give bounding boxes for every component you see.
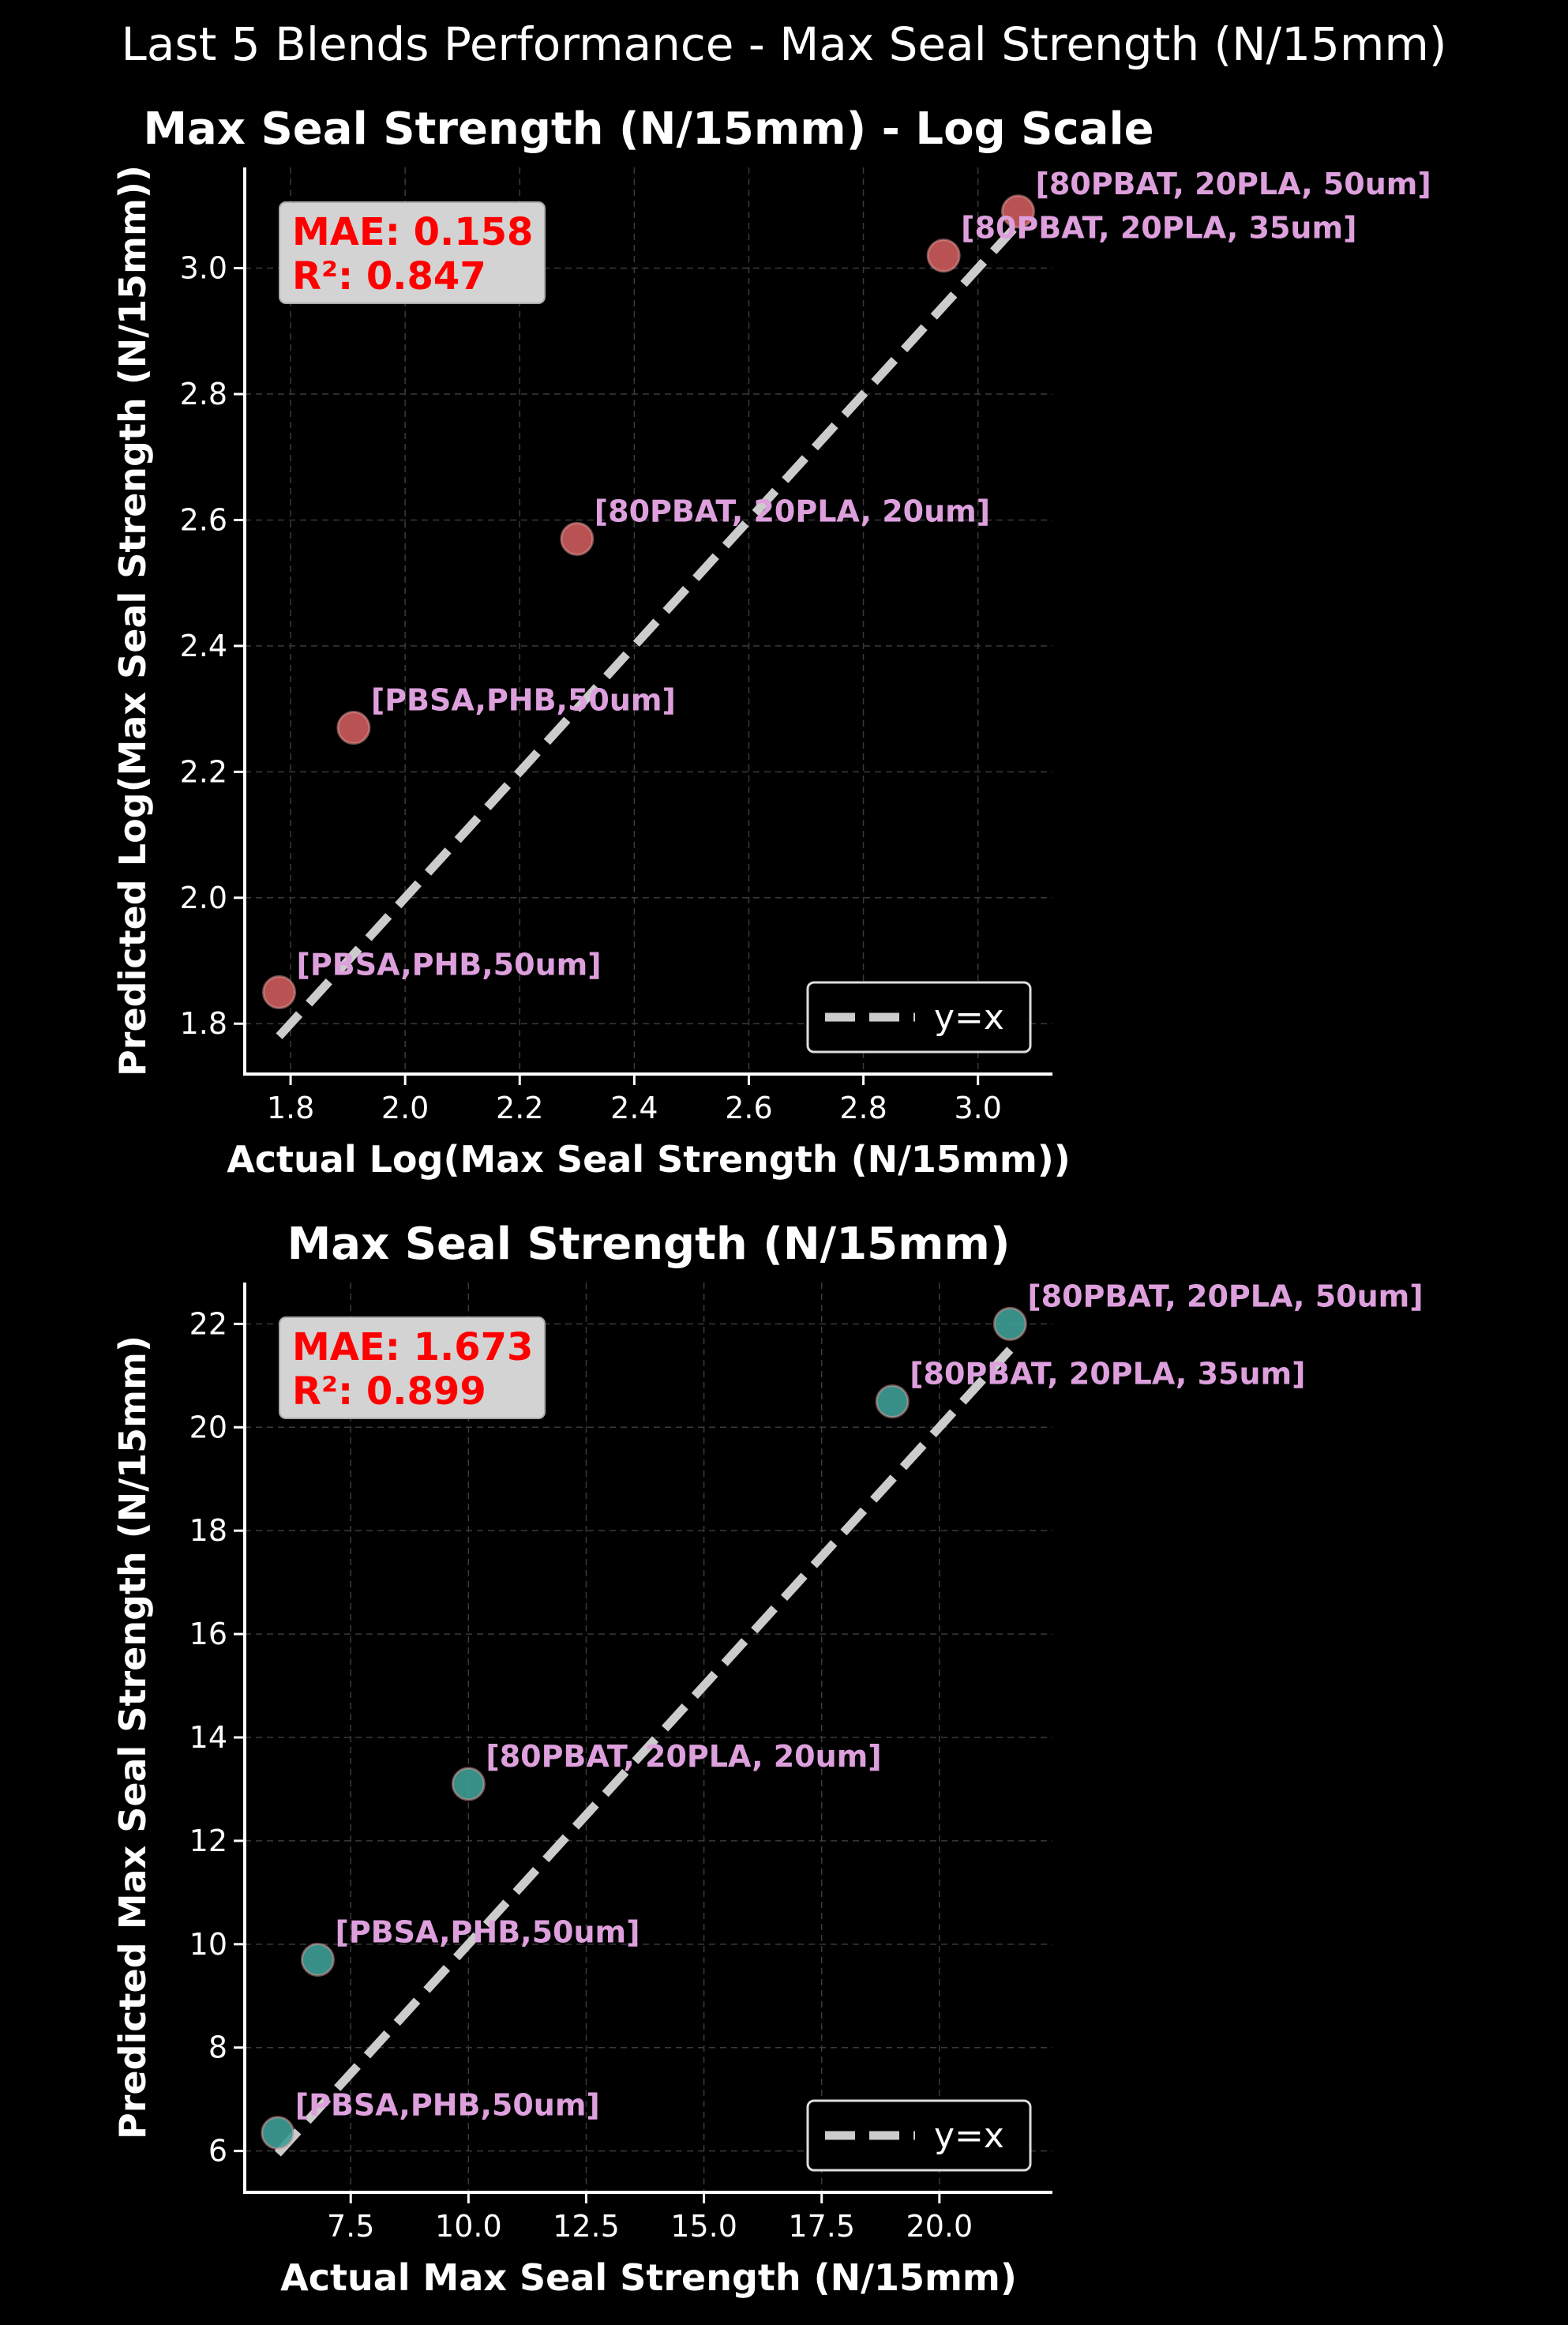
y-tick-label: 18	[189, 1513, 227, 1548]
x-tick-label: 2.0	[381, 1091, 429, 1125]
x-tick-label: 3.0	[954, 1091, 1001, 1125]
y-tick-label: 10	[189, 1927, 227, 1962]
y-tick-label: 2.2	[180, 754, 227, 789]
diagonal-line	[276, 221, 1022, 1039]
data-point	[336, 711, 371, 746]
x-tick-label: 12.5	[553, 2209, 620, 2244]
y-axis-label: Predicted Max Seal Strength (N/15mm)	[111, 1335, 154, 2139]
point-annotation: [80PBAT, 20PLA, 35um]	[961, 211, 1356, 246]
chart-title: Max Seal Strength (N/15mm) - Log Scale	[143, 103, 1153, 155]
legend-label: y=x	[934, 2116, 1004, 2156]
x-axis-label: Actual Max Seal Strength (N/15mm)	[280, 2256, 1017, 2299]
y-tick-label: 2.0	[180, 881, 227, 915]
y-tick-label: 12	[189, 1824, 227, 1858]
point-annotation: [80PBAT, 20PLA, 35um]	[910, 1357, 1305, 1392]
r2-text: R²: 0.899	[292, 1369, 486, 1414]
x-tick-label: 17.5	[788, 2209, 855, 2244]
metrics-box	[279, 201, 546, 304]
point-annotation: [80PBAT, 20PLA, 50um]	[1027, 1279, 1423, 1313]
plots: 1.8 2.0 2.2 2.4 2.6 2.8 3.0 1.8 2.0 2.2 2.4 2.6 2.8 3…	[111, 103, 1431, 2299]
y-tick-label: 1.8	[180, 1006, 227, 1041]
y-tick-label: 8	[208, 2030, 227, 2065]
chart-2: 7.5 10.0 12.5 15.0 17.5 20.0 6 8 10 12 14 16 18 20 22 […	[111, 1219, 1424, 2299]
point-annotation: [PBSA,PHB,50um]	[297, 947, 602, 982]
legend-box	[806, 981, 1032, 1054]
data-point	[875, 1384, 910, 1419]
x-tick-label: 10.0	[435, 2209, 502, 2244]
data-point	[300, 1942, 335, 1977]
y-tick-label: 2.8	[180, 377, 227, 411]
y-tick-label: 2.6	[180, 502, 227, 537]
data-point	[560, 521, 595, 556]
data-point	[926, 239, 961, 273]
x-tick-label: 2.4	[610, 1091, 658, 1125]
diagonal-line	[274, 1347, 1014, 2157]
data-point	[261, 2116, 295, 2150]
y-tick-label: 6	[208, 2134, 227, 2169]
data-point	[451, 1767, 486, 1801]
metrics-box	[279, 1316, 546, 1419]
legend-box	[806, 2099, 1032, 2172]
x-axis-label: Actual Log(Max Seal Strength (N/15mm))	[227, 1138, 1071, 1181]
y-tick-label: 3.0	[180, 251, 227, 286]
x-tick-label: 1.8	[267, 1091, 314, 1125]
x-tick-label: 2.2	[496, 1091, 543, 1125]
x-tick-label: 2.6	[725, 1091, 772, 1125]
chart-1: 1.8 2.0 2.2 2.4 2.6 2.8 3.0 1.8 2.0 2.2 2.4 2.6 2.8 3…	[111, 103, 1431, 1181]
y-tick-label: 20	[189, 1410, 227, 1444]
data-point	[992, 1306, 1027, 1341]
legend-label: y=x	[934, 997, 1004, 1038]
mae-text: MAE: 0.158	[292, 210, 533, 254]
y-tick-label: 16	[189, 1617, 227, 1651]
data-point	[1000, 194, 1035, 229]
x-tick-label: 7.5	[327, 2209, 374, 2244]
chart-title: Max Seal Strength (N/15mm)	[287, 1219, 1011, 1270]
figure-title: Last 5 Blends Performance - Max Seal Str…	[122, 17, 1447, 71]
mae-text: MAE: 1.673	[292, 1325, 533, 1369]
data-point	[262, 975, 297, 1009]
x-tick-label: 15.0	[670, 2209, 737, 2244]
point-annotation: [PBSA,PHB,50um]	[335, 1914, 640, 1949]
r2-text: R²: 0.847	[292, 254, 486, 299]
point-annotation: [PBSA,PHB,50um]	[295, 2088, 600, 2123]
y-tick-label: 14	[189, 1720, 227, 1755]
x-tick-label: 2.8	[839, 1091, 887, 1125]
point-annotation: [80PBAT, 20PLA, 20um]	[595, 494, 990, 528]
y-tick-label: 22	[189, 1306, 227, 1341]
x-tick-label: 20.0	[906, 2209, 973, 2244]
point-annotation: [PBSA,PHB,50um]	[371, 683, 676, 718]
point-annotation: [80PBAT, 20PLA, 20um]	[486, 1739, 881, 1774]
y-axis-label: Predicted Log(Max Seal Strength (N/15mm)…	[111, 165, 154, 1076]
point-annotation: [80PBAT, 20PLA, 50um]	[1035, 167, 1431, 201]
y-tick-label: 2.4	[180, 629, 227, 663]
